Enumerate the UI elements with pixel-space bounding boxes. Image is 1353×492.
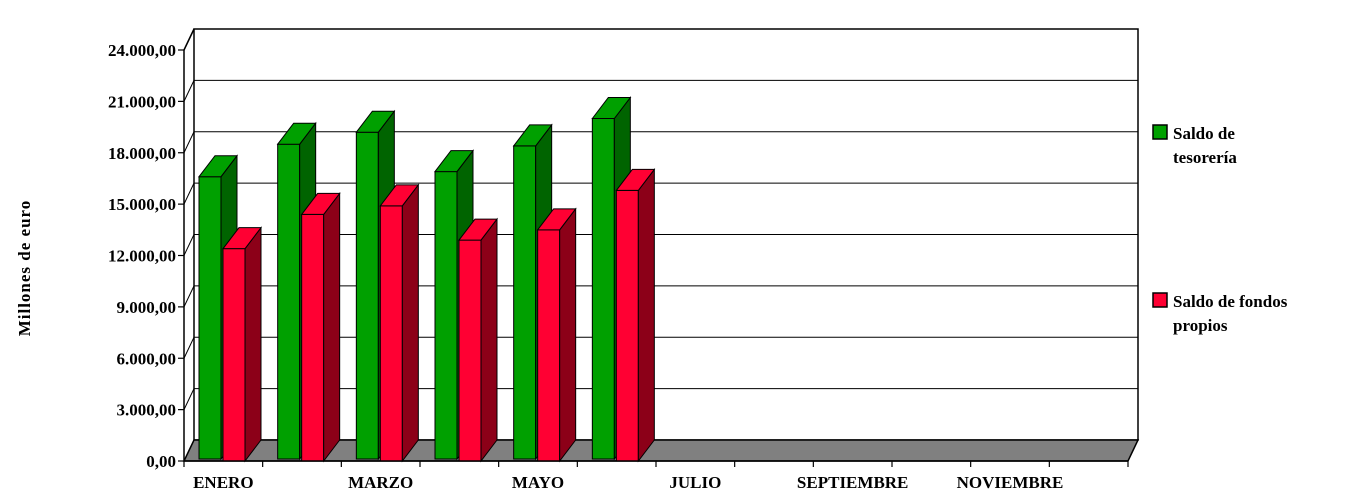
bar-top [355, 110, 396, 133]
legend-swatch-fondos-propios [1152, 292, 1168, 308]
y-tick-label: 21.000,00 [108, 92, 176, 111]
x-category-label: MARZO [348, 473, 413, 492]
bar-top [457, 218, 499, 241]
x-category-label: JULIO [669, 473, 721, 492]
bar-top [591, 97, 632, 119]
y-axis-title: Millones de euro [15, 200, 34, 337]
side-wall-gridline [183, 80, 195, 102]
bar-front [513, 145, 537, 460]
bar-top [379, 184, 420, 207]
bars [197, 96, 656, 463]
legend: Saldo de tesorería Saldo de fondos propi… [1152, 124, 1288, 335]
y-tick-label: 12.000,00 [108, 247, 176, 266]
side-wall-gridline [183, 285, 195, 308]
bar-fondos-propios [457, 217, 499, 463]
bar-top [433, 150, 475, 173]
bar-front [355, 131, 379, 460]
bar-top [197, 155, 239, 178]
bar-front [615, 189, 639, 462]
legend-label-tesoreria-line1: Saldo de [1173, 124, 1235, 143]
bar-side [637, 167, 655, 463]
side-wall-top-edge [183, 28, 195, 51]
bar-fondos-propios [615, 167, 656, 463]
bar-front [434, 171, 458, 460]
bar-top [221, 227, 263, 250]
legend-label-fondos-propios-line2: propios [1173, 316, 1228, 335]
side-wall-gridline [183, 234, 195, 256]
y-tick-label: 6.000,00 [117, 349, 177, 368]
bar-top [536, 208, 577, 231]
bar-front [198, 176, 222, 460]
bar-front [591, 118, 615, 460]
bar-front [458, 239, 482, 462]
bar-fondos-propios [379, 183, 420, 463]
bar-fondos-propios [300, 191, 341, 463]
legend-label-tesoreria-line2: tesorería [1173, 148, 1237, 167]
bar-front [301, 213, 325, 462]
bar-side [559, 207, 577, 463]
x-category-label: NOVIEMBRE [957, 473, 1064, 492]
side-wall-gridline [183, 131, 195, 153]
y-tick-label: 24.000,00 [108, 41, 176, 60]
bar-side [323, 191, 341, 463]
side-wall-gridline [183, 388, 195, 410]
legend-swatch-tesoreria [1152, 124, 1168, 140]
side-wall-gridline [183, 337, 195, 359]
bar-fondos-propios [221, 226, 263, 463]
y-tick-label: 18.000,00 [108, 144, 176, 163]
bar-top [276, 122, 317, 145]
bar-top [615, 168, 656, 191]
legend-label-fondos-propios-line1: Saldo de fondos [1173, 292, 1288, 311]
bar-top [512, 124, 553, 147]
bar-fondos-propios [536, 207, 577, 463]
bar-side [401, 183, 419, 463]
axes: 0,00 3.000,00 6.000,00 9.000,00 12.000,00 15.… [108, 41, 1129, 492]
x-category-label: MAYO [512, 473, 564, 492]
y-tick-label: 0,00 [146, 452, 176, 471]
bar-front [379, 205, 403, 462]
x-category-label: ENERO [193, 473, 253, 492]
y-tick-label: 9.000,00 [117, 298, 177, 317]
bar-front [277, 143, 301, 460]
bar-side [480, 217, 498, 463]
bar-front [537, 229, 561, 462]
x-category-label: SEPTIEMBRE [797, 473, 908, 492]
side-wall-gridline [183, 182, 195, 205]
bar-front [222, 248, 246, 462]
y-tick-label: 3.000,00 [117, 401, 177, 420]
y-tick-label: 15.000,00 [108, 195, 176, 214]
bar-side [244, 226, 262, 463]
bar-top [300, 192, 341, 215]
